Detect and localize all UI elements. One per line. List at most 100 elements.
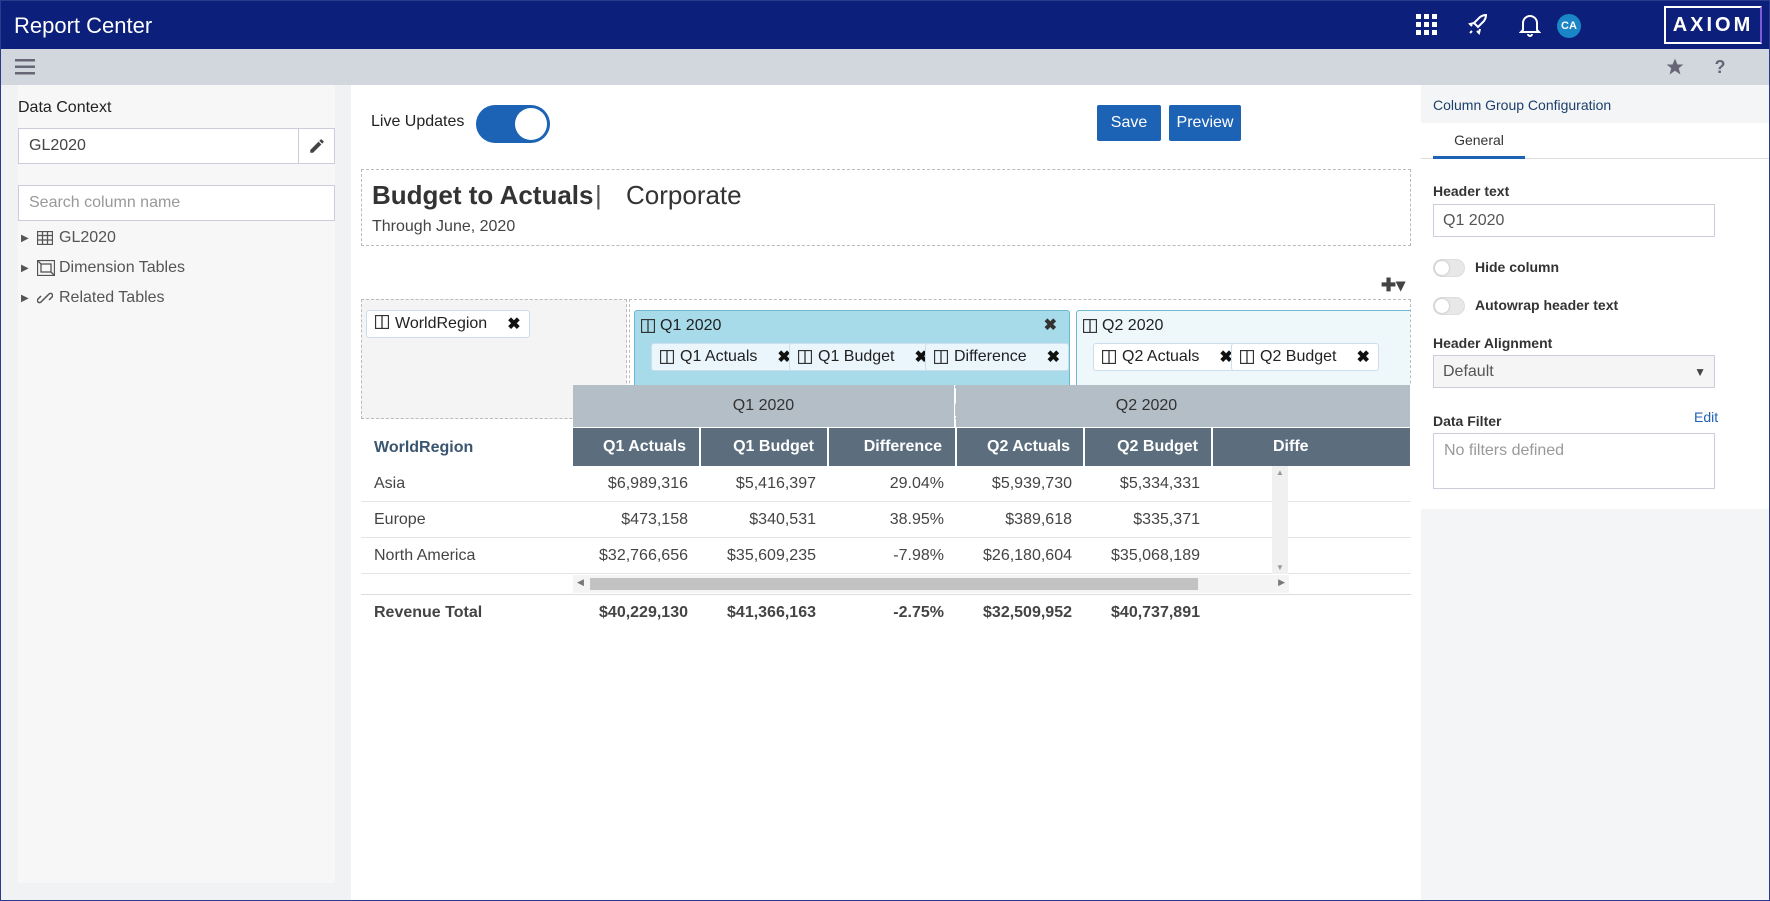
title-separator: |: [595, 180, 602, 210]
config-tabs: General: [1421, 123, 1769, 159]
col-chip-q2-budget[interactable]: Q2 Budget ✖: [1231, 343, 1379, 371]
cell: $340,531: [749, 511, 816, 528]
autowrap-label: Autowrap header text: [1475, 297, 1619, 313]
data-context-field[interactable]: GL2020: [18, 128, 299, 164]
remove-icon[interactable]: ✖: [1046, 349, 1061, 366]
user-avatar[interactable]: CA: [1557, 14, 1581, 38]
column-group-q1-2020[interactable]: Q1 2020 ✖ Q1 Actuals ✖ Q1 Budget ✖ Diffe…: [634, 310, 1070, 388]
app-title: Report Center: [14, 13, 153, 38]
grid-horizontal-scrollbar[interactable]: ◀ ▶: [573, 575, 1289, 593]
tree-label: Related Tables: [59, 289, 165, 306]
help-icon[interactable]: ?: [1714, 56, 1726, 77]
remove-icon[interactable]: ✖: [914, 349, 928, 366]
column-icon: [1083, 319, 1097, 333]
toolbar: ?: [1, 49, 1769, 85]
table-row[interactable]: North America $32,766,656 $35,609,235 -7…: [361, 538, 1411, 574]
tree-item-gl2020[interactable]: ▶ GL2020: [21, 226, 116, 250]
grid-icon[interactable]: [1413, 11, 1441, 39]
total-label: Revenue Total: [374, 604, 483, 621]
data-filter-label: Data Filter: [1433, 413, 1502, 429]
grid-group-header-q2[interactable]: Q2 2020: [956, 385, 1411, 427]
col-header-q1-budget[interactable]: Q1 Budget: [701, 428, 828, 466]
pencil-icon: [309, 139, 324, 153]
column-icon: [934, 350, 948, 364]
remove-icon[interactable]: ✖: [1356, 349, 1370, 366]
col-chip-q1-actuals[interactable]: Q1 Actuals ✖: [651, 343, 800, 371]
tree-item-related-tables[interactable]: ▶ Related Tables: [21, 286, 165, 310]
edit-filter-link[interactable]: Edit: [1694, 409, 1719, 425]
col-header-difference-2[interactable]: Diffe: [1213, 428, 1411, 466]
tree-item-dimension-tables[interactable]: ▶ Dimension Tables: [21, 256, 185, 280]
chip-label: Q2 Budget: [1260, 348, 1337, 365]
grid-vertical-scrollbar[interactable]: ▲ ▼: [1272, 466, 1288, 574]
header-text-label: Header text: [1433, 183, 1510, 199]
scroll-left-icon[interactable]: ◀: [577, 577, 584, 587]
search-column-input[interactable]: Search column name: [18, 185, 335, 221]
row-name: North America: [374, 547, 476, 564]
col-chip-q2-actuals[interactable]: Q2 Actuals ✖: [1093, 343, 1242, 371]
group-label: Q2 2020: [1102, 317, 1164, 334]
column-icon: [660, 350, 674, 364]
remove-icon[interactable]: ✖: [1219, 349, 1233, 366]
cell: -7.98%: [893, 547, 944, 564]
preview-button[interactable]: Preview: [1169, 105, 1241, 141]
row-header-label[interactable]: WorldRegion: [374, 439, 474, 456]
scroll-right-icon[interactable]: ▶: [1278, 577, 1285, 587]
data-grid: Q1 2020 Q2 2020 WorldRegion Q1 Actuals Q…: [361, 385, 1411, 715]
col-header-difference[interactable]: Difference: [829, 428, 956, 466]
rocket-icon[interactable]: [1464, 11, 1492, 39]
dimension-icon: [37, 260, 59, 276]
expand-triangle-icon[interactable]: ▶: [21, 292, 29, 304]
group-label: Q1 2020: [660, 317, 722, 334]
chip-label: Q2 Actuals: [1122, 348, 1200, 365]
expand-triangle-icon[interactable]: ▶: [21, 262, 29, 274]
row-chip-worldregion[interactable]: WorldRegion ✖: [366, 310, 530, 338]
save-button[interactable]: Save: [1097, 105, 1161, 141]
hide-column-toggle[interactable]: [1433, 259, 1465, 277]
scroll-down-icon[interactable]: ▼: [1276, 563, 1284, 572]
table-row[interactable]: Europe $473,158 $340,531 38.95% $389,618…: [361, 502, 1411, 538]
chip-label: WorldRegion: [395, 315, 488, 332]
col-header-q2-actuals[interactable]: Q2 Actuals: [957, 428, 1084, 466]
remove-icon[interactable]: ✖: [507, 316, 521, 333]
add-column-menu-icon[interactable]: ✚▾: [1381, 275, 1406, 295]
bell-icon[interactable]: [1516, 11, 1544, 39]
edit-context-button[interactable]: [298, 128, 335, 164]
remove-group-icon[interactable]: ✖: [1043, 317, 1057, 334]
scroll-up-icon[interactable]: ▲: [1276, 468, 1284, 477]
cell: $5,939,730: [991, 475, 1072, 492]
hamburger-icon[interactable]: [13, 55, 37, 79]
cell: $335,371: [1133, 511, 1200, 528]
tab-general[interactable]: General: [1433, 123, 1525, 159]
scroll-thumb[interactable]: [590, 578, 1198, 590]
table-row[interactable]: Asia $6,989,316 $5,416,397 29.04% $5,939…: [361, 466, 1411, 502]
column-group-q2-2020[interactable]: Q2 2020 Q2 Actuals ✖ Q2 Budget ✖: [1076, 310, 1410, 388]
data-context-label: Data Context: [18, 99, 112, 116]
data-filter-box[interactable]: No filters defined: [1433, 433, 1715, 489]
col-header-q1-actuals[interactable]: Q1 Actuals: [573, 428, 700, 466]
header-text-input[interactable]: Q1 2020: [1433, 204, 1715, 237]
star-icon[interactable]: [1663, 55, 1687, 79]
toggle-knob: [1435, 299, 1449, 313]
cell: $40,229,130: [599, 604, 688, 621]
col-chip-q1-budget[interactable]: Q1 Budget ✖: [789, 343, 937, 371]
report-header[interactable]: Budget to Actuals | Corporate Through Ju…: [361, 169, 1411, 246]
column-icon: [1240, 350, 1254, 364]
top-bar: Report Center CA AXIOM: [1, 1, 1769, 49]
live-updates-toggle[interactable]: [476, 105, 550, 143]
total-row[interactable]: Revenue Total $40,229,130 $41,366,163 -2…: [361, 594, 1411, 630]
cell: $32,766,656: [599, 547, 688, 564]
col-header-q2-budget[interactable]: Q2 Budget: [1085, 428, 1212, 466]
chip-label: Q1 Actuals: [680, 348, 758, 365]
autowrap-toggle[interactable]: [1433, 297, 1465, 315]
grid-group-header-q1[interactable]: Q1 2020: [573, 385, 955, 427]
left-panel: Data Context GL2020 Search column name ▶…: [1, 85, 351, 900]
report-date: Through June, 2020: [372, 218, 516, 235]
col-chip-difference[interactable]: Difference ✖: [925, 343, 1070, 371]
remove-icon[interactable]: ✖: [777, 349, 791, 366]
chip-label: Difference: [954, 348, 1027, 365]
expand-triangle-icon[interactable]: ▶: [21, 232, 29, 244]
header-alignment-select[interactable]: Default ▼: [1433, 355, 1715, 388]
toggle-knob: [1435, 261, 1449, 275]
